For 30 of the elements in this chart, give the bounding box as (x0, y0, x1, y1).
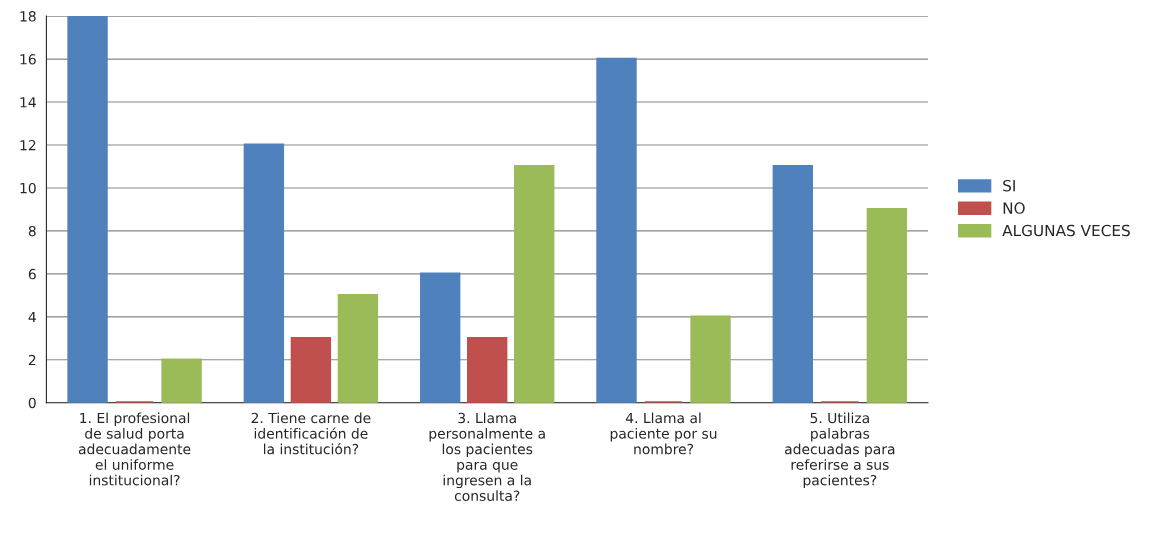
bar (67, 16, 108, 403)
y-tick-label: 2 (28, 354, 36, 366)
bar (337, 293, 379, 403)
x-tick-label: 2. Tiene carne de identificación de la institución? (251, 412, 371, 455)
legend-label: SI (1003, 179, 1015, 192)
bar (243, 143, 285, 403)
bar (866, 208, 908, 403)
x-tick-label: 3. Llama personalmente a los pacientes para que ingresen a la consulta? (429, 412, 545, 501)
legend-label: NO (1003, 202, 1025, 214)
bar (419, 272, 461, 403)
x-tick-label: 4. Llama al paciente por su nombre? (610, 412, 717, 455)
bar (467, 336, 508, 403)
y-tick-label: 6 (28, 268, 36, 280)
y-tick-label: 8 (28, 225, 36, 237)
bar (290, 336, 332, 403)
x-tick-label: 1. El profesional de salud porta adecuadamente el uniforme institucional? (78, 412, 191, 486)
y-tick-label: 18 (20, 11, 36, 22)
y-tick-label: 4 (28, 311, 36, 323)
legend-label: ALGUNAS VECES (1002, 224, 1130, 237)
y-tick-label: 12 (20, 139, 36, 151)
y-tick-label: 14 (20, 97, 36, 108)
bar (161, 358, 202, 403)
bar (772, 165, 814, 403)
bar (596, 57, 637, 403)
y-tick-label: 10 (20, 182, 36, 194)
x-tick-label: 5. Utiliza palabras adecuadas para referirse a sus pacientes? (785, 412, 895, 489)
bar (514, 165, 555, 403)
bar (690, 315, 731, 403)
y-tick-label: 0 (28, 397, 36, 409)
y-tick-label: 16 (20, 54, 36, 65)
